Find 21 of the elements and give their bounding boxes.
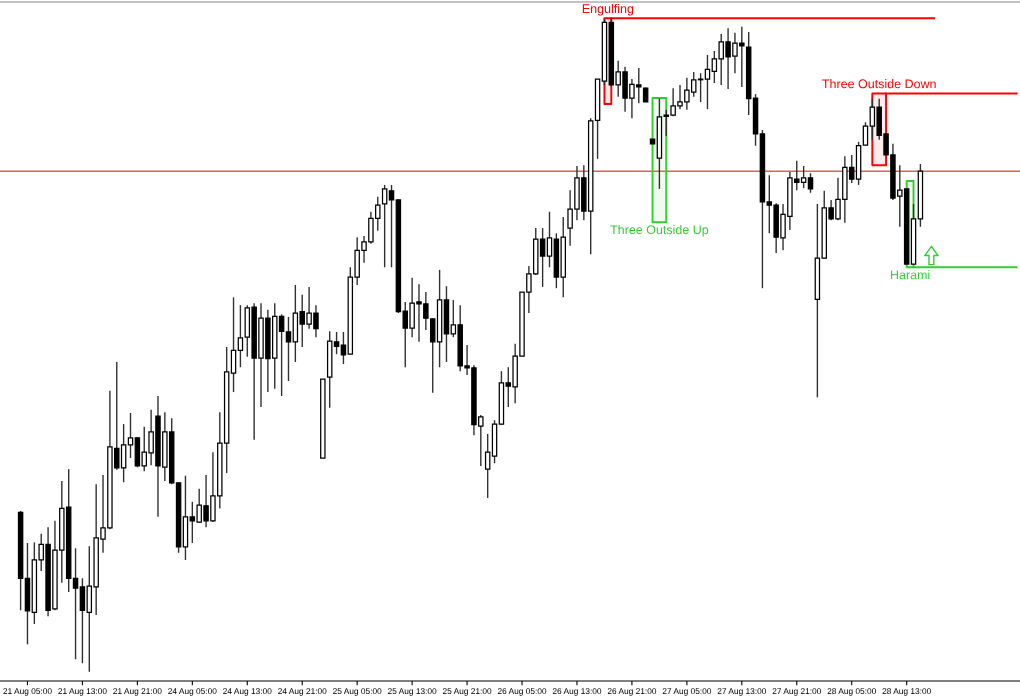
x-tick-label: 21 Aug 21:00 bbox=[113, 688, 162, 696]
x-tick-label: 21 Aug 13:00 bbox=[58, 688, 107, 696]
x-tick-label: 24 Aug 13:00 bbox=[223, 688, 272, 696]
x-tick-label: 25 Aug 05:00 bbox=[333, 688, 382, 696]
x-tick-label: 25 Aug 21:00 bbox=[442, 688, 492, 696]
x-tick-label: 26 Aug 21:00 bbox=[607, 688, 657, 696]
x-tick-label: 27 Aug 21:00 bbox=[772, 688, 821, 696]
annotation: Three Outside Down bbox=[822, 79, 936, 89]
x-tick-label: 25 Aug 13:00 bbox=[387, 688, 437, 696]
x-tick-label: 24 Aug 21:00 bbox=[278, 688, 327, 696]
x-tick-label: 26 Aug 13:00 bbox=[552, 688, 602, 696]
x-tick-label: 27 Aug 05:00 bbox=[662, 688, 712, 696]
x-tick-label: 28 Aug 13:00 bbox=[882, 688, 931, 696]
annotation: Three Outside Up bbox=[610, 224, 709, 237]
text: Engulfing bbox=[582, 3, 634, 16]
x-tick-label: 26 Aug 05:00 bbox=[497, 688, 547, 696]
x-tick-label: 21 Aug 05:00 bbox=[3, 688, 52, 696]
x-tick-label: 28 Aug 05:00 bbox=[827, 688, 876, 696]
x-tick-label: 27 Aug 13:00 bbox=[717, 688, 767, 696]
x-tick-label: 24 Aug 05:00 bbox=[168, 688, 217, 696]
annotation: Harami bbox=[890, 270, 930, 280]
